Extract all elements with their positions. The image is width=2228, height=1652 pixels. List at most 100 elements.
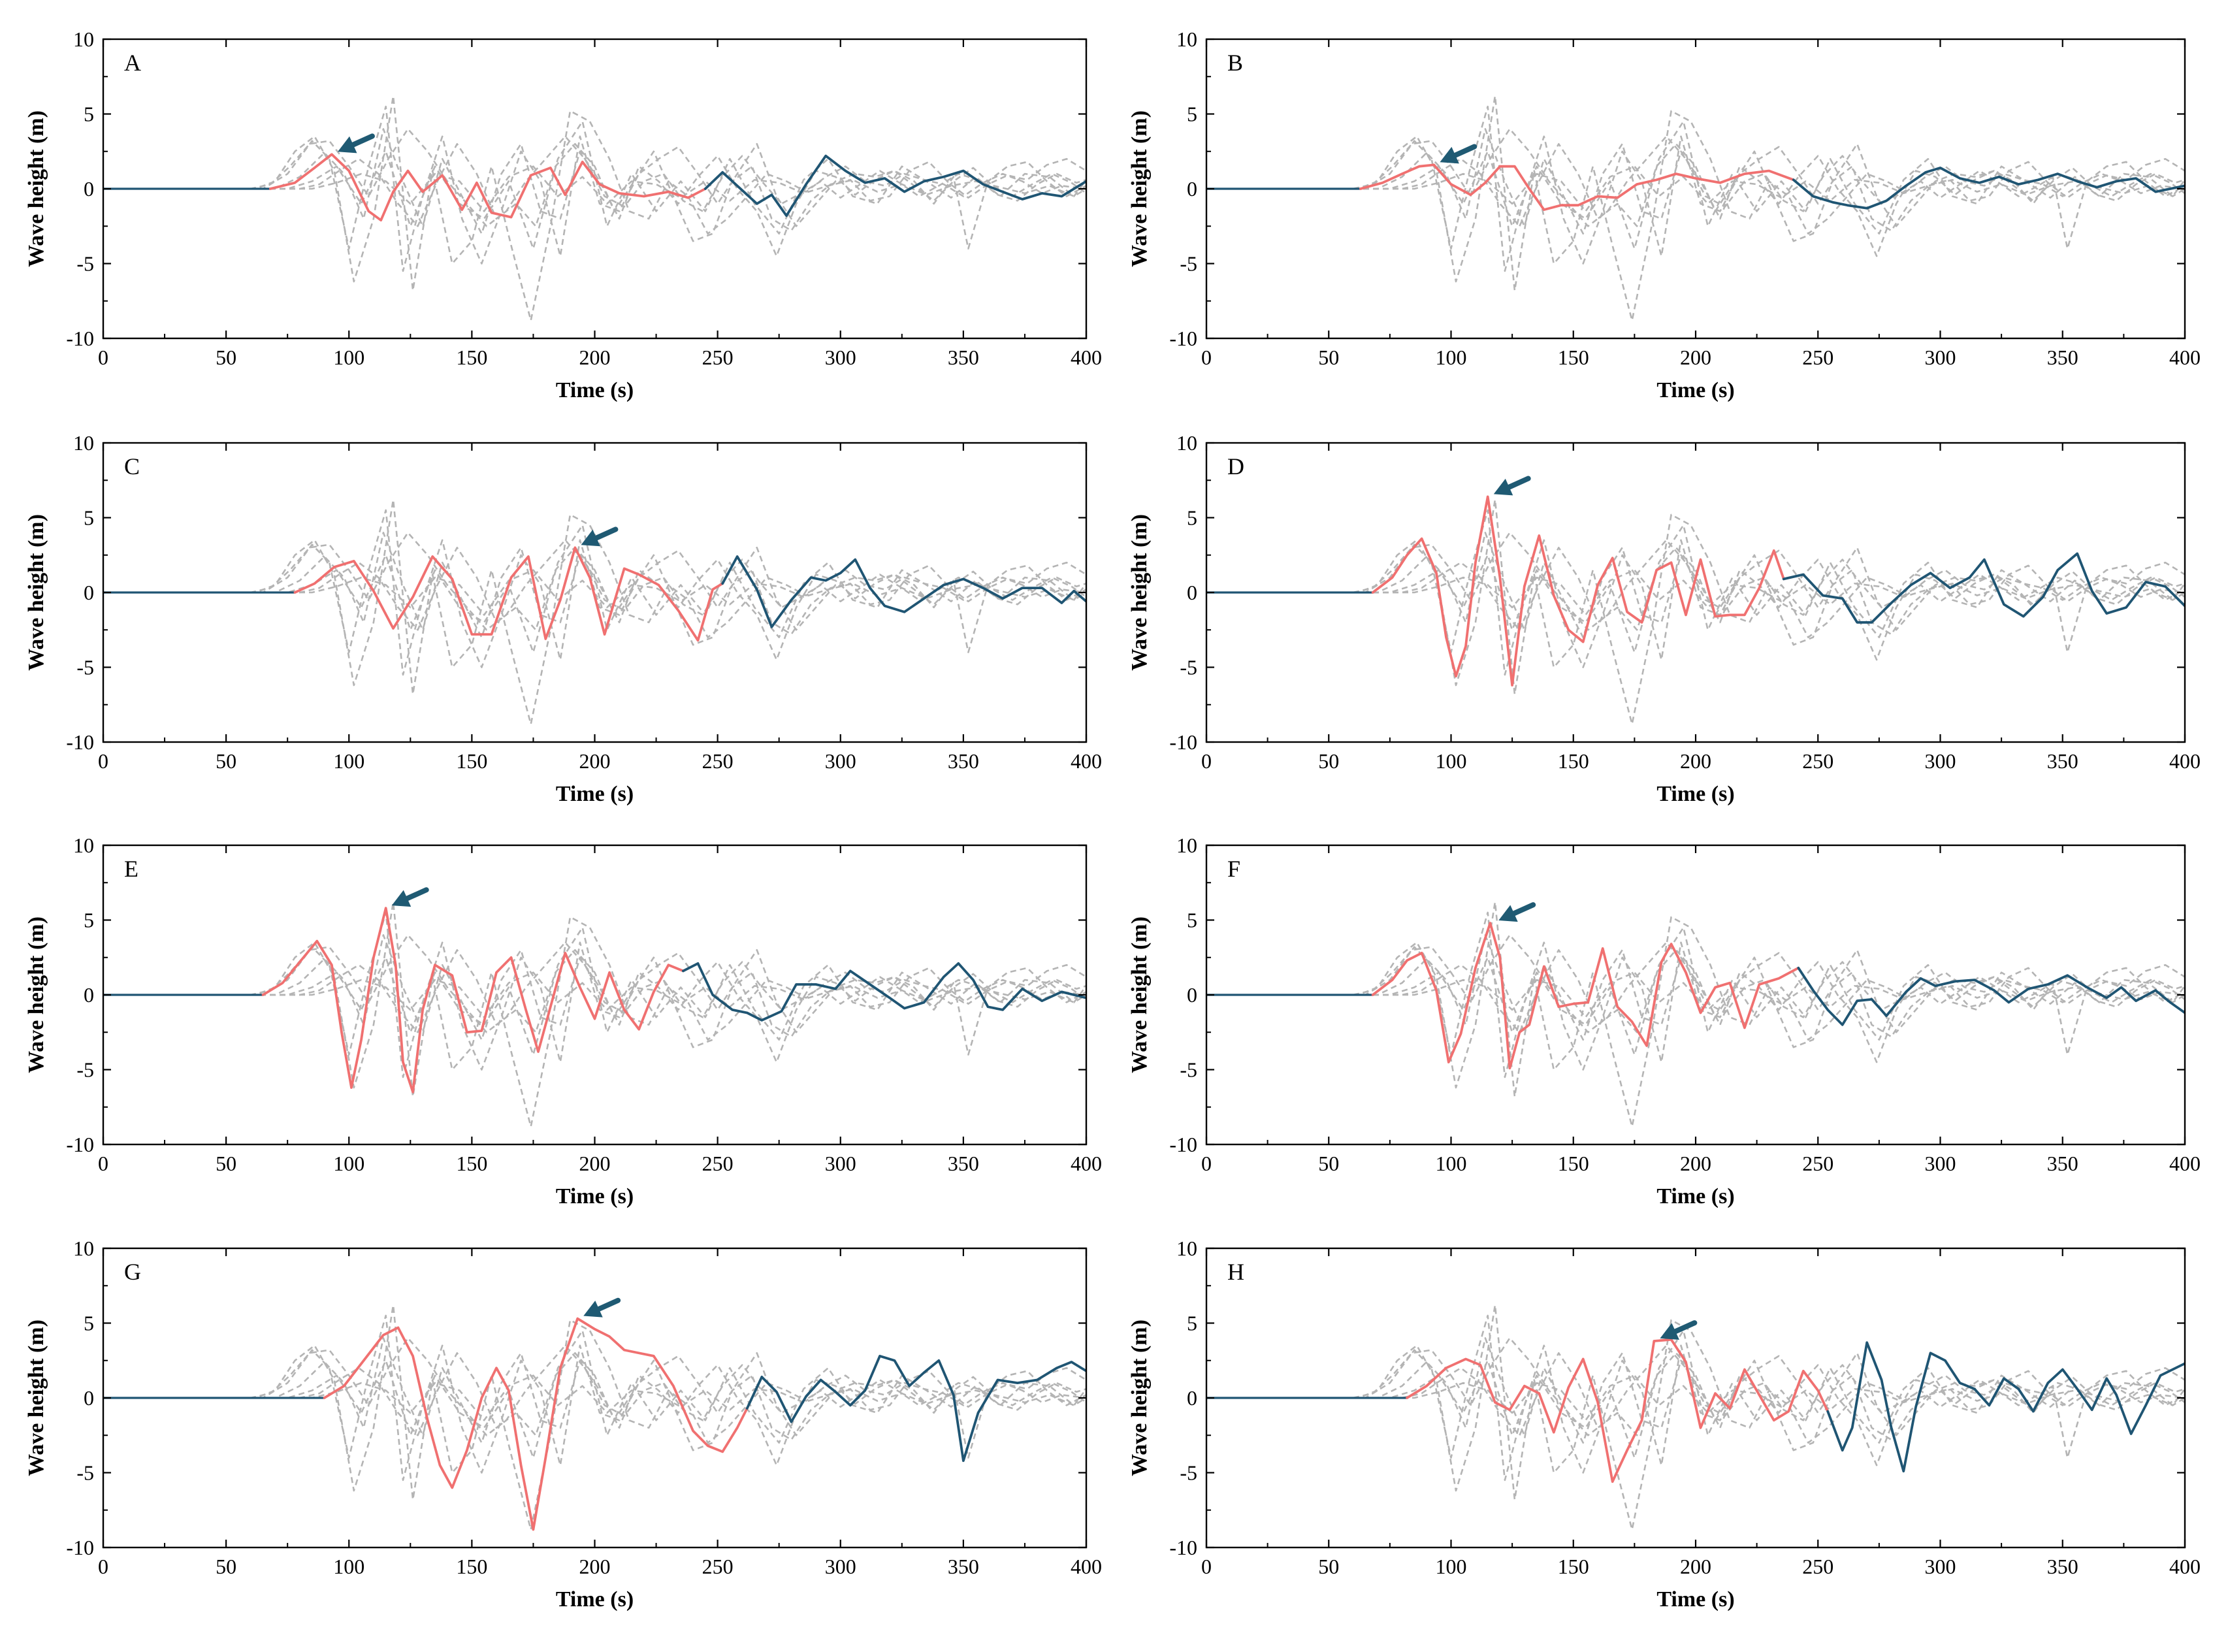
- panel-d-x-tick-label: 400: [2169, 749, 2201, 773]
- panel-e-y-tick-label: -10: [66, 1133, 94, 1156]
- panel-e-x-tick-label: 50: [216, 1152, 236, 1175]
- panel-h-background-trace-2: [1206, 1314, 2185, 1482]
- panel-e-x-tick-label: 150: [456, 1152, 487, 1175]
- panel-b-arrow-head: [1440, 146, 1459, 164]
- panel-c-x-tick-label: 200: [579, 749, 611, 773]
- panel-c-x-tick-label: 0: [98, 749, 108, 773]
- panel-g-x-tick-label: 250: [702, 1555, 734, 1578]
- panel-h-x-tick-label: 50: [1318, 1555, 1339, 1578]
- panel-c-y-axis-title: Wave height (m): [24, 514, 48, 671]
- panel-c-arrow-shaft: [594, 526, 619, 541]
- panel-a-arrow-head: [338, 136, 357, 154]
- panel-h-x-tick-label: 350: [2047, 1555, 2078, 1578]
- panel-b-background-trace-6: [1206, 165, 2185, 212]
- panel-a-x-tick-label: 100: [333, 346, 364, 369]
- panel-f-y-tick-label: 10: [1176, 834, 1197, 857]
- panel-g-background-trace-7: [103, 1337, 1086, 1436]
- panel-d-series-highlight: [1371, 495, 1785, 687]
- panel-d-x-tick-label: 150: [1558, 749, 1589, 773]
- panel-c-label: C: [124, 453, 140, 479]
- panel-f-x-tick-label: 400: [2169, 1152, 2201, 1175]
- panel-d-x-tick-label: 350: [2047, 749, 2078, 773]
- panel-c-x-tick-label: 150: [456, 749, 487, 773]
- panel-f-label: F: [1227, 856, 1240, 882]
- panel-h-y-axis-title: Wave height (m): [1127, 1320, 1152, 1476]
- panel-f-background-trace-2: [1206, 911, 2185, 1078]
- panel-e-y-tick-label: 5: [84, 909, 94, 932]
- panel-a-background-trace-6: [103, 165, 1086, 212]
- panel-b-series-highlight: [1359, 163, 1795, 212]
- panel-g-x-tick-label: 400: [1071, 1555, 1102, 1578]
- panel-a-background-trace-1: [103, 95, 1086, 321]
- panel-a-label: A: [124, 50, 141, 76]
- panel-f-x-tick-label: 350: [2047, 1152, 2078, 1175]
- panel-b-arrow-icon: [1440, 144, 1477, 164]
- panel-h-series-highlight: [1406, 1338, 1830, 1483]
- panel-f-background-trace-5: [1206, 949, 2185, 1048]
- panel-g-x-tick-label: 200: [579, 1555, 611, 1578]
- panel-e-x-tick-label: 400: [1071, 1152, 1102, 1175]
- panel-b-y-tick-label: -5: [1180, 252, 1197, 276]
- panel-d-label: D: [1227, 453, 1244, 479]
- panel-b-background-trace-2: [1206, 105, 2185, 272]
- panel-g-y-tick-label: 0: [84, 1386, 94, 1410]
- panel-c-background-trace-6: [103, 569, 1086, 616]
- panel-f-arrow-shaft: [1511, 902, 1536, 916]
- panel-c-x-tick-label: 350: [948, 749, 979, 773]
- panel-a-x-axis-title: Time (s): [556, 378, 634, 402]
- panel-c-y-tick-label: 5: [84, 506, 94, 530]
- panel-f-y-tick-label: 0: [1187, 983, 1197, 1007]
- panel-e-x-tick-label: 250: [702, 1152, 734, 1175]
- panel-b-arrow-shaft: [1453, 144, 1477, 158]
- panel-c-y-tick-label: -5: [76, 656, 94, 679]
- panel-b-x-tick-label: 200: [1680, 346, 1711, 369]
- panel-c-series-highlight: [293, 546, 724, 642]
- panel-c-plot-area: [103, 498, 1086, 725]
- panel-f-arrow-head: [1498, 905, 1518, 922]
- panel-h-plot-area: [1206, 1304, 2185, 1531]
- panel-g-background-trace-3: [103, 1337, 1086, 1466]
- panel-b-background-trace-5: [1206, 143, 2185, 242]
- panel-d-y-tick-label: -10: [1169, 730, 1197, 754]
- panel-f-x-tick-label: 300: [1925, 1152, 1956, 1175]
- panel-d-x-tick-label: 50: [1318, 749, 1339, 773]
- panel-g-arrow-icon: [583, 1297, 621, 1318]
- panel-a-y-tick-label: -10: [66, 327, 94, 350]
- panel-e-y-tick-label: 0: [84, 983, 94, 1007]
- panel-b-x-tick-label: 400: [2169, 346, 2201, 369]
- panel-h-x-tick-label: 300: [1925, 1555, 1956, 1578]
- panel-e-x-tick-label: 100: [333, 1152, 364, 1175]
- panel-d-arrow-shaft: [1506, 476, 1531, 490]
- panel-f-y-tick-label: -10: [1169, 1133, 1197, 1156]
- panel-f-y-axis-title: Wave height (m): [1127, 916, 1152, 1073]
- panel-f-x-tick-label: 0: [1201, 1152, 1212, 1175]
- panel-f-series-highlight: [1371, 922, 1800, 1070]
- panel-e-series-continuation: [682, 962, 1086, 1022]
- panel-d-x-tick-label: 200: [1680, 749, 1711, 773]
- panel-b-y-tick-label: 10: [1176, 27, 1197, 51]
- panel-a-background-trace-3: [103, 128, 1086, 257]
- panel-g-plot-area: [103, 1304, 1086, 1531]
- panel-a-plot-area: [103, 95, 1086, 321]
- panel-d-x-axis-title: Time (s): [1656, 782, 1734, 806]
- panel-h-y-tick-label: 5: [1187, 1312, 1197, 1335]
- panel-g-x-tick-label: 150: [456, 1555, 487, 1578]
- panel-d-background-trace-3: [1206, 532, 2185, 661]
- panel-e-background-trace-7: [103, 934, 1086, 1033]
- panel-a-x-tick-label: 250: [702, 346, 734, 369]
- panel-a-x-tick-label: 50: [216, 346, 236, 369]
- panel-e-x-tick-label: 350: [948, 1152, 979, 1175]
- panel-h-background-trace-4: [1206, 1329, 2185, 1459]
- panel-c-arrow-icon: [581, 526, 619, 547]
- panel-f-y-tick-label: 5: [1187, 909, 1197, 932]
- panel-c-x-axis-title: Time (s): [556, 782, 634, 806]
- panel-e-y-axis-title: Wave height (m): [24, 916, 48, 1073]
- panel-b-plot-area: [1206, 95, 2185, 321]
- panel-g-background-trace-5: [103, 1352, 1086, 1451]
- panel-e-x-tick-label: 300: [825, 1152, 856, 1175]
